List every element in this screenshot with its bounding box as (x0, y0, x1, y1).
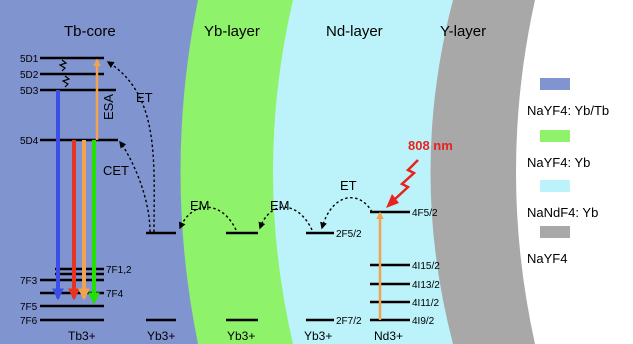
legend-label-nd-layer: NaNdF4: Yb (527, 205, 598, 220)
ion-label-nd: Nd3+ (374, 329, 403, 343)
y-layer-title: Y-layer (440, 23, 486, 40)
yb-layer-title: Yb-layer (204, 23, 260, 40)
laser-lightning-icon (393, 159, 419, 201)
label-7f6: 7F6 (20, 316, 38, 327)
y-layer-region (430, 0, 535, 344)
label-4f52: 4F5/2 (412, 208, 438, 219)
nonradiative-relaxation-d2-d3 (61, 75, 71, 88)
em-arrow-1 (178, 206, 237, 231)
label-5d4: 5D4 (20, 136, 39, 147)
label-5d2: 5D2 (20, 70, 39, 81)
legend-swatch-core (540, 78, 570, 90)
ion-label-yb-middle: Yb3+ (227, 329, 255, 343)
tb-core-region (0, 0, 198, 344)
legend-swatch-nd-layer (540, 180, 570, 192)
label-4i112: 4I11/2 (412, 298, 439, 309)
et-arrow-to-5d1 (106, 61, 155, 233)
label-7f5: 7F5 (20, 302, 38, 313)
legend-label-core: NaYF4: Yb/Tb (527, 103, 609, 118)
label-2f52: 2F5/2 (336, 229, 362, 240)
label-4i92: 4I9/2 (412, 316, 435, 327)
legend-label-yb-layer: NaYF4: Yb (527, 155, 590, 170)
nd-layer-region (263, 0, 453, 344)
em-label-2: EM (270, 198, 290, 213)
ion-label-tb: Tb3+ (68, 329, 96, 343)
legend-label-y-layer: NaYF4 (527, 251, 567, 266)
nonradiative-relaxation-d1-d2 (58, 59, 68, 72)
label-7f4: 7F4 (106, 289, 124, 300)
ion-label-yb-core: Yb3+ (147, 329, 175, 343)
legend-swatch-y-layer (540, 226, 570, 238)
cet-arrow-to-5d4 (119, 140, 151, 233)
ion-label-yb-nd-shell: Yb3+ (304, 329, 332, 343)
esa-label: ESA (101, 94, 116, 120)
label-7f3: 7F3 (20, 276, 38, 287)
label-4i132: 4I13/2 (412, 280, 440, 291)
em-arrow-2 (258, 206, 313, 231)
label-5d3: 5D3 (20, 86, 39, 97)
cet-label: CET (103, 163, 129, 178)
et-arrow-nd-to-yb (320, 197, 373, 230)
label-5d1: 5D1 (20, 54, 39, 65)
et-label-nd: ET (340, 178, 357, 193)
label-2f72: 2F7/2 (336, 316, 362, 327)
yb-layer-region (180, 0, 293, 344)
laser-label: 808 nm (408, 138, 453, 153)
legend-swatch-yb-layer (540, 130, 570, 142)
label-4i152: 4I15/2 (412, 261, 440, 272)
legend: NaYF4: Yb/Tb NaYF4: Yb NaNdF4: Yb NaYF4 (527, 78, 609, 266)
label-7f12: 7F1,2 (106, 265, 132, 276)
em-label-1: EM (190, 198, 210, 213)
et-label-top: ET (136, 90, 153, 105)
tb-core-title: Tb-core (64, 23, 116, 40)
nd-layer-title: Nd-layer (326, 23, 383, 40)
laser-arrowhead (386, 194, 399, 208)
